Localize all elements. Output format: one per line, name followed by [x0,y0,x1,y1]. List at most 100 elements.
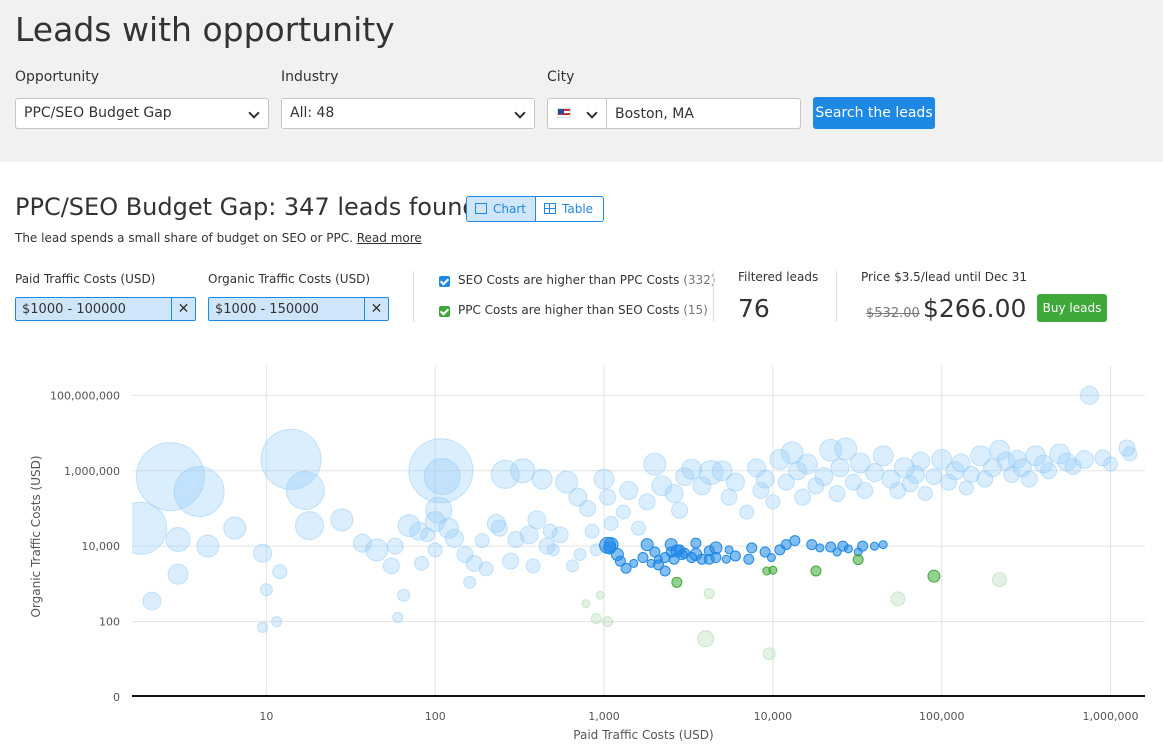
y-tick-label: 1,000,000 [64,465,120,478]
leads-scatter-chart: 10 100 1,000 10,000 100,000 1,000,000 0 100 10,0… [29,366,1145,742]
lead-point [629,558,639,568]
faded-lead-point [1064,457,1082,475]
faded-lead-point [538,537,556,555]
faded-lead-point [438,517,460,539]
lead-point [810,565,822,577]
faded-lead-point [681,458,703,480]
lead-point [870,541,880,551]
faded-lead-point [573,548,587,562]
x-tick-label: 10 [259,710,273,723]
faded-lead-point [631,520,646,536]
faded-lead-point [593,468,615,490]
tab-chart-label: Chart [493,202,526,216]
faded-lead-point [765,494,781,510]
faded-lead-point [976,470,994,488]
faded-lead-point [834,437,858,461]
faded-lead-point [890,591,906,607]
description-text: The lead spends a small share of budget … [15,231,353,245]
faded-lead-point [167,563,189,585]
faded-lead-point [260,428,322,490]
faded-lead-point [796,453,818,475]
faded-lead-point [1103,456,1119,472]
faded-lead-point [1079,385,1099,405]
faded-lead-point [579,499,597,517]
paid-costs-range[interactable]: $1000 - 100000 ✕ [15,297,196,321]
faded-lead-point [992,572,1008,588]
chevron-down-icon [586,107,598,119]
faded-lead-point [519,525,539,545]
industry-value: All: 48 [290,105,335,121]
faded-lead-point [651,475,673,497]
opportunity-select[interactable]: PPC/SEO Budget Gap [15,98,269,129]
faded-lead-point [865,462,885,482]
industry-select[interactable]: All: 48 [281,98,535,129]
faded-lead-point [478,561,494,577]
city-input[interactable] [606,98,801,129]
faded-lead-point [397,588,411,602]
lead-point [759,546,771,558]
lead-point [806,539,818,551]
faded-lead-point [253,543,273,563]
faded-lead-point [490,459,520,489]
faded-lead-point [856,481,874,499]
ppc-higher-text: PPC Costs are higher than SEO Costs [458,303,680,317]
x-tick-label: 10,000 [754,710,793,723]
y-tick-label: 100 [99,616,120,629]
faded-lead-point [165,527,191,553]
page-title: Leads with opportunity [15,10,395,49]
x-tick-label: 100 [425,710,446,723]
country-select[interactable] [547,98,607,129]
x-tick-label: 100,000 [919,710,965,723]
x-axis-title: Paid Traffic Costs (USD) [573,728,713,742]
organic-costs-label: Organic Traffic Costs (USD) [208,272,371,286]
read-more-link[interactable]: Read more [356,231,422,245]
faded-lead-point [546,543,560,557]
chart-icon [475,203,487,214]
faded-lead-point [590,613,602,625]
organic-costs-range[interactable]: $1000 - 150000 ✕ [208,297,389,321]
faded-lead-point [132,501,168,555]
faded-lead-point [844,473,862,491]
faded-lead-point [698,459,724,485]
search-leads-button[interactable]: Search the leads [813,97,935,129]
faded-lead-point [755,469,775,489]
faded-lead-point [135,442,205,512]
faded-lead-point [881,469,901,489]
faded-lead-point [542,523,558,539]
lead-point [690,537,702,549]
faded-lead-point [392,611,404,623]
faded-lead-point [849,452,871,474]
results-title: PPC/SEO Budget Gap: 347 leads found [15,193,478,221]
tab-chart[interactable]: Chart [466,196,536,222]
faded-lead-point [814,467,834,487]
faded-lead-point [603,515,619,531]
lead-point [878,540,888,550]
y-axis-title: Organic Traffic Costs (USD) [29,455,43,617]
faded-lead-point [259,583,273,597]
ppc-higher-checkbox[interactable] [439,306,450,317]
lead-point [857,540,869,552]
faded-lead-point [463,575,477,589]
faded-lead-point [777,473,795,491]
lead-point [843,544,853,554]
lead-point [649,546,661,558]
divider [836,271,837,322]
faded-lead-point [425,496,453,524]
buy-leads-button[interactable]: Buy leads [1037,294,1107,322]
faded-lead-point [940,473,958,491]
faded-lead-point [414,555,430,571]
y-tick-label: 10,000 [82,540,121,553]
tab-table[interactable]: Table [535,196,604,222]
lead-point [637,552,649,564]
faded-lead-point [1122,446,1138,462]
city-label: City [547,69,575,85]
clear-organic-icon[interactable]: ✕ [364,298,388,320]
clear-paid-icon[interactable]: ✕ [171,298,195,320]
opportunity-label: Opportunity [15,69,100,85]
ppc-higher-count: (15) [683,303,708,317]
faded-lead-point [615,504,631,520]
chevron-down-icon [248,107,260,119]
filtered-leads-label: Filtered leads [738,270,819,284]
seo-higher-checkbox[interactable] [439,276,450,287]
faded-lead-point [423,458,461,496]
